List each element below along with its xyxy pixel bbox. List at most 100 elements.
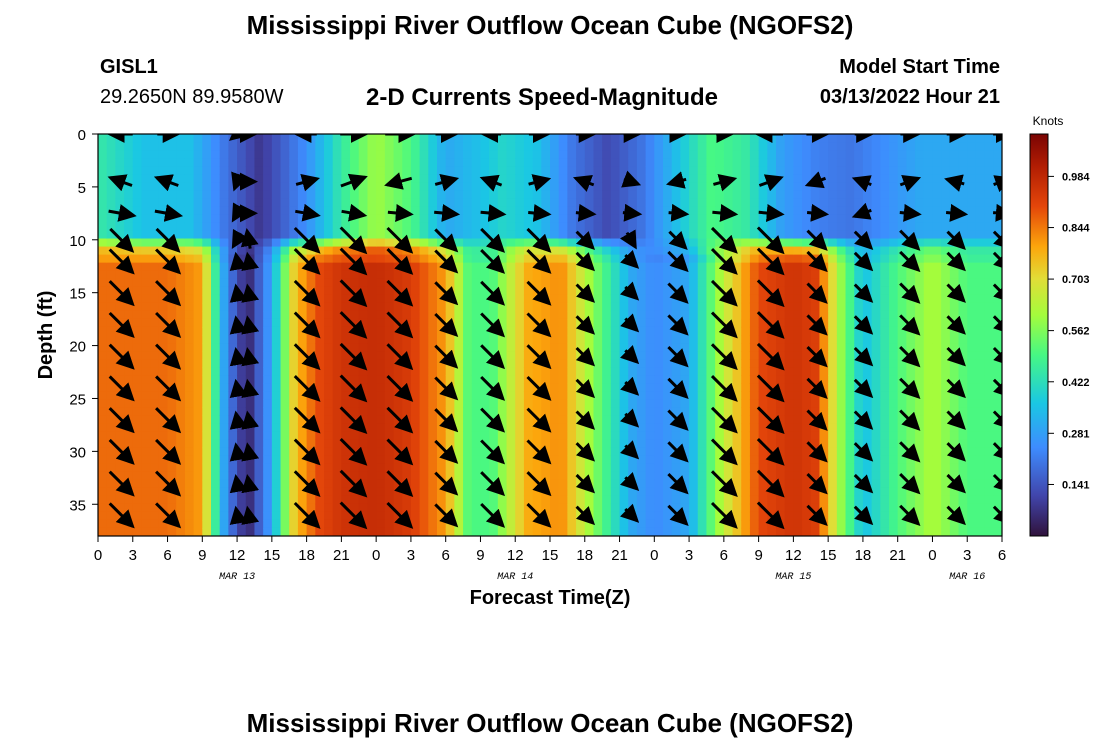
- heatmap-cell: [723, 142, 734, 151]
- heatmap-cell: [845, 182, 855, 191]
- heatmap-cell: [576, 278, 586, 288]
- heatmap-cell: [802, 270, 812, 280]
- heatmap-cell: [463, 182, 473, 191]
- heatmap-cell: [350, 495, 360, 505]
- heatmap-cell: [497, 399, 508, 408]
- heatmap-cell: [584, 230, 595, 240]
- heatmap-cell: [793, 479, 803, 489]
- heatmap-cell: [150, 423, 160, 433]
- heatmap-cell: [550, 286, 560, 296]
- heatmap-cell: [593, 246, 603, 256]
- heatmap-cell: [915, 415, 925, 425]
- heatmap-cell: [767, 198, 777, 207]
- heatmap-cell: [367, 190, 377, 199]
- heatmap-cell: [132, 310, 143, 320]
- heatmap-cell: [367, 439, 377, 449]
- heatmap-cell: [576, 310, 586, 320]
- heatmap-cell: [889, 262, 899, 272]
- heatmap-cell: [784, 351, 794, 360]
- heatmap-cell: [880, 479, 890, 489]
- heatmap-cell: [106, 503, 116, 513]
- heatmap-cell: [645, 294, 655, 304]
- heatmap-cell: [532, 463, 542, 473]
- heatmap-cell: [671, 463, 681, 473]
- heatmap-cell: [124, 254, 134, 264]
- heatmap-cell: [463, 222, 473, 232]
- heatmap-cell: [889, 190, 899, 199]
- heatmap-cell: [428, 503, 438, 513]
- heatmap-cell: [749, 270, 760, 280]
- heatmap-cell: [749, 471, 760, 481]
- heatmap-cell: [802, 310, 812, 320]
- heatmap-cell: [263, 519, 273, 529]
- heatmap-cell: [263, 399, 273, 408]
- heatmap-cell: [463, 343, 473, 352]
- heatmap-cell: [237, 431, 247, 441]
- heatmap-cell: [132, 351, 143, 360]
- heatmap-cell: [402, 399, 412, 408]
- heatmap-cell: [958, 142, 968, 151]
- heatmap-cell: [550, 455, 560, 465]
- heatmap-cell: [810, 335, 821, 344]
- heatmap-cell: [376, 383, 386, 392]
- heatmap-cell: [428, 190, 438, 199]
- heatmap-cell: [523, 230, 534, 240]
- heatmap-cell: [515, 150, 525, 159]
- heatmap-cell: [158, 166, 169, 175]
- heatmap-cell: [176, 150, 186, 159]
- heatmap-cell: [332, 150, 342, 159]
- heatmap-cell: [437, 495, 447, 505]
- heatmap-cell: [115, 198, 125, 207]
- heatmap-cell: [332, 431, 342, 441]
- heatmap-cell: [271, 383, 282, 392]
- heatmap-cell: [106, 254, 116, 264]
- heatmap-cell: [132, 343, 143, 352]
- heatmap-cell: [384, 511, 395, 521]
- heatmap-cell: [350, 302, 360, 312]
- heatmap-cell: [454, 511, 464, 521]
- heatmap-cell: [419, 415, 429, 425]
- heatmap-cell: [862, 150, 873, 159]
- heatmap-cell: [141, 447, 151, 457]
- heatmap-cell: [202, 230, 212, 240]
- heatmap-cell: [219, 302, 229, 312]
- heatmap-cell: [471, 174, 482, 183]
- heatmap-cell: [663, 310, 673, 320]
- heatmap-cell: [897, 487, 907, 497]
- heatmap-cell: [906, 367, 916, 376]
- heatmap-cell: [254, 238, 264, 248]
- heatmap-cell: [619, 198, 629, 207]
- heatmap-cell: [784, 391, 794, 400]
- heatmap-cell: [793, 318, 803, 328]
- heatmap-cell: [254, 431, 264, 441]
- heatmap-cell: [245, 302, 256, 312]
- heatmap-cell: [315, 318, 325, 328]
- heatmap-cell: [880, 246, 890, 256]
- heatmap-cell: [263, 230, 273, 240]
- heatmap-cell: [202, 463, 212, 473]
- heatmap-cell: [715, 326, 725, 336]
- heatmap-cell: [428, 407, 438, 416]
- heatmap-cell: [358, 302, 369, 312]
- heatmap-cell: [871, 511, 881, 521]
- heatmap-cell: [367, 310, 377, 320]
- heatmap-cell: [741, 238, 751, 248]
- heatmap-cell: [845, 230, 855, 240]
- heatmap-cell: [158, 310, 169, 320]
- heatmap-cell: [193, 495, 203, 505]
- heatmap-cell: [889, 310, 899, 320]
- heatmap-cell: [228, 423, 238, 433]
- heatmap-cell: [654, 254, 664, 264]
- heatmap-cell: [193, 206, 203, 215]
- heatmap-cell: [150, 391, 160, 400]
- heatmap-cell: [932, 431, 942, 441]
- heatmap-cell: [880, 431, 890, 441]
- heatmap-cell: [558, 222, 568, 232]
- heatmap-cell: [576, 158, 586, 167]
- heatmap-cell: [237, 527, 247, 536]
- heatmap-cell: [515, 222, 525, 232]
- heatmap-cell: [141, 375, 151, 384]
- heatmap-cell: [202, 343, 212, 352]
- heatmap-cell: [862, 527, 873, 536]
- heatmap-cell: [645, 222, 655, 232]
